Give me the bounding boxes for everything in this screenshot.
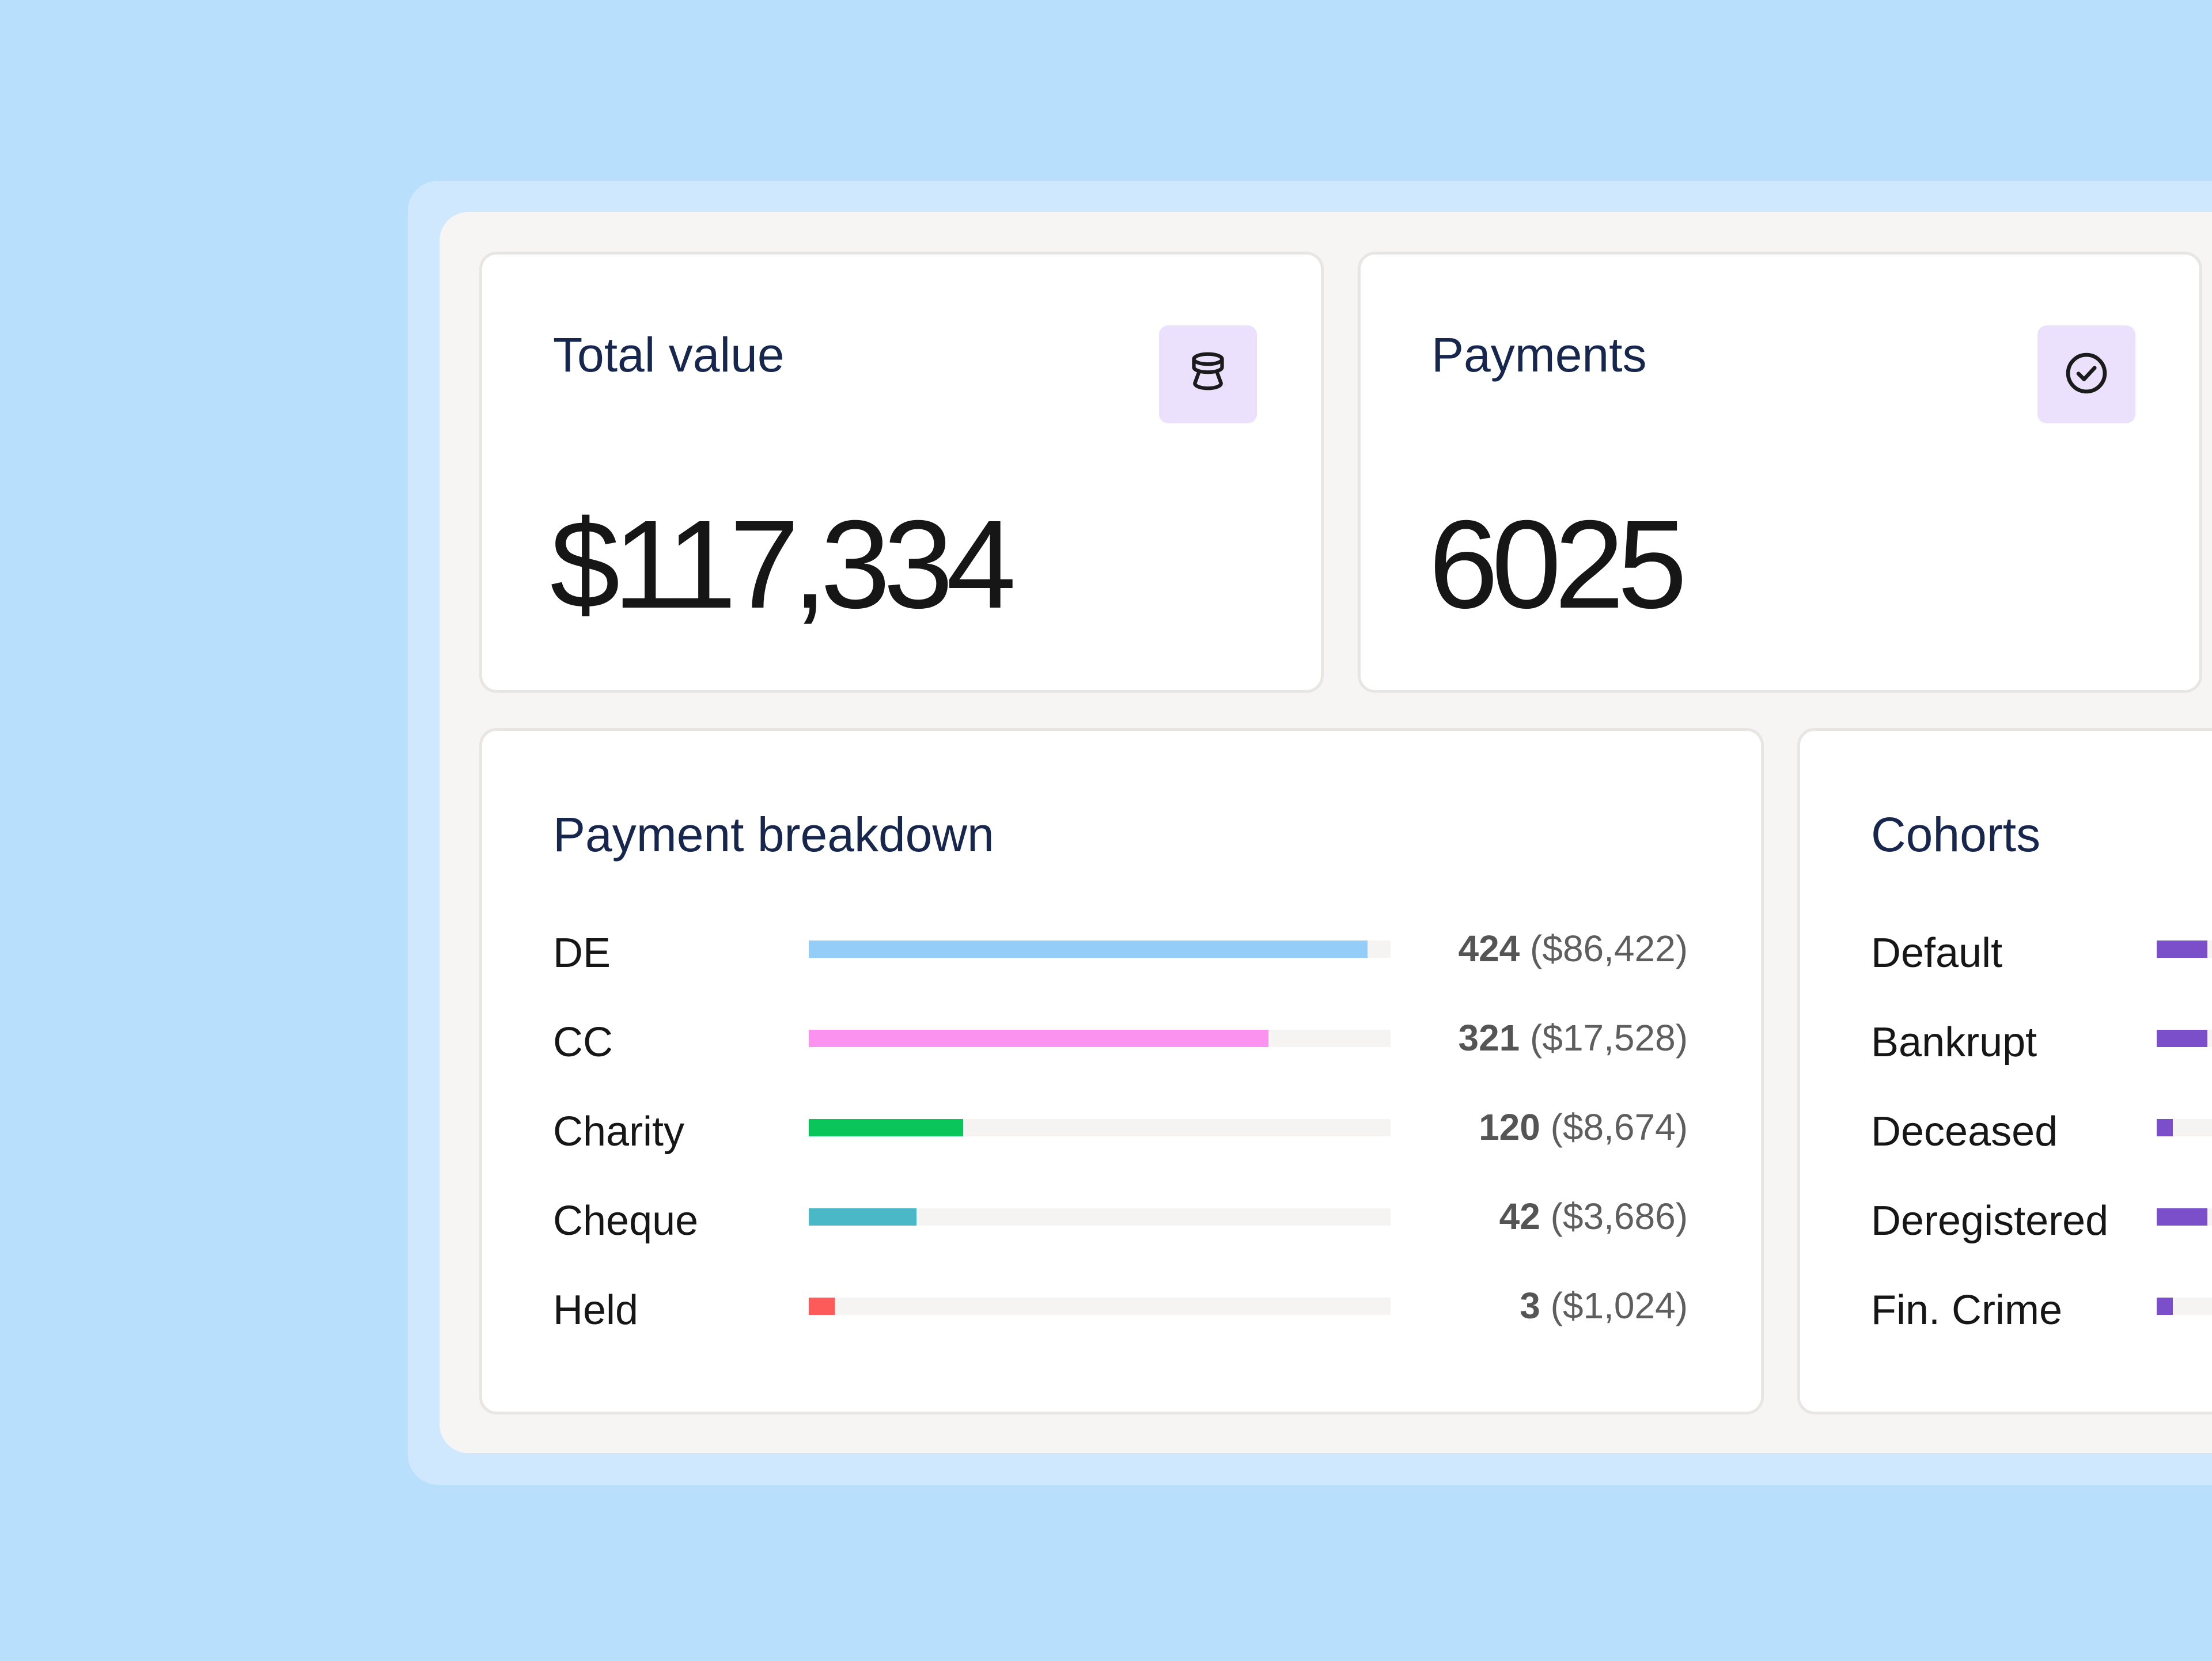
breakdown-label: Charity (553, 1109, 685, 1155)
breakdown-count: 42 (1499, 1196, 1540, 1237)
breakdown-amount: ($17,528) (1530, 1017, 1688, 1059)
cohort-bar-fill (2157, 1208, 2207, 1226)
breakdown-bar-fill (809, 1298, 835, 1315)
breakdown-amount: ($3,686) (1550, 1196, 1688, 1237)
breakdown-stat: 3 ($1,024) (1520, 1287, 1688, 1324)
breakdown-count: 424 (1458, 928, 1520, 969)
cohort-bar-track (2157, 1298, 2212, 1315)
cohorts-title: Cohorts (1871, 807, 2041, 862)
total-value-amount: $117,334 (550, 495, 1016, 635)
breakdown-bar-track (809, 1030, 1391, 1047)
cohort-bar-track (2157, 1119, 2212, 1136)
total-value-title: Total value (553, 328, 785, 382)
breakdown-label: Held (553, 1287, 639, 1333)
breakdown-count: 120 (1479, 1106, 1540, 1148)
breakdown-bar-track (809, 941, 1391, 958)
check-circle-icon (2061, 347, 2112, 402)
breakdown-count: 3 (1520, 1285, 1540, 1326)
cohort-bar-track (2157, 1208, 2212, 1226)
breakdown-bar-fill (809, 941, 1368, 958)
breakdown-label: Cheque (553, 1198, 699, 1244)
cohort-bar-fill (2157, 1119, 2173, 1136)
cohort-label: Fin. Crime (1871, 1287, 2063, 1333)
dashboard-panel: Total value $117,334 Payments 6025 (440, 212, 2212, 1453)
breakdown-stat: 321 ($17,528) (1458, 1019, 1688, 1056)
cohort-label: Deregistered (1871, 1198, 2109, 1244)
breakdown-bar-fill (809, 1030, 1268, 1047)
breakdown-label: CC (553, 1019, 613, 1065)
total-value-card: Total value $117,334 (479, 252, 1324, 693)
cohort-label: Bankrupt (1871, 1019, 2037, 1065)
cohort-bar-track (2157, 1030, 2212, 1047)
total-value-icon-badge (1159, 325, 1257, 423)
payments-title: Payments (1431, 328, 1647, 382)
cohort-bar-fill (2157, 941, 2207, 958)
cohorts-card: Cohorts Default Bankrupt Deceased Deregi… (1797, 728, 2212, 1414)
cohort-label: Deceased (1871, 1109, 2058, 1155)
breakdown-bar-track (809, 1208, 1391, 1226)
breakdown-label: DE (553, 930, 611, 976)
breakdown-bar-track (809, 1119, 1391, 1136)
cohort-bar-track (2157, 941, 2212, 958)
payment-breakdown-title: Payment breakdown (553, 807, 994, 862)
payments-count: 6025 (1429, 495, 1687, 635)
cohort-label: Default (1871, 930, 2003, 976)
breakdown-bar-fill (809, 1119, 963, 1136)
breakdown-stat: 424 ($86,422) (1458, 930, 1688, 967)
breakdown-stat: 42 ($3,686) (1499, 1198, 1688, 1235)
payments-icon-badge (2037, 325, 2135, 423)
breakdown-amount: ($86,422) (1530, 928, 1688, 969)
breakdown-stat: 120 ($8,674) (1479, 1109, 1688, 1146)
breakdown-count: 321 (1458, 1017, 1520, 1059)
payments-card: Payments 6025 (1358, 252, 2202, 693)
cohort-bar-fill (2157, 1030, 2207, 1047)
payment-breakdown-card: Payment breakdown DE 424 ($86,422) CC 32… (479, 728, 1764, 1414)
cohort-bar-fill (2157, 1298, 2173, 1315)
breakdown-bar-track (809, 1298, 1391, 1315)
breakdown-amount: ($1,024) (1550, 1285, 1688, 1326)
breakdown-bar-fill (809, 1208, 916, 1226)
breakdown-amount: ($8,674) (1550, 1106, 1688, 1148)
coin-stack-icon (1184, 349, 1232, 400)
